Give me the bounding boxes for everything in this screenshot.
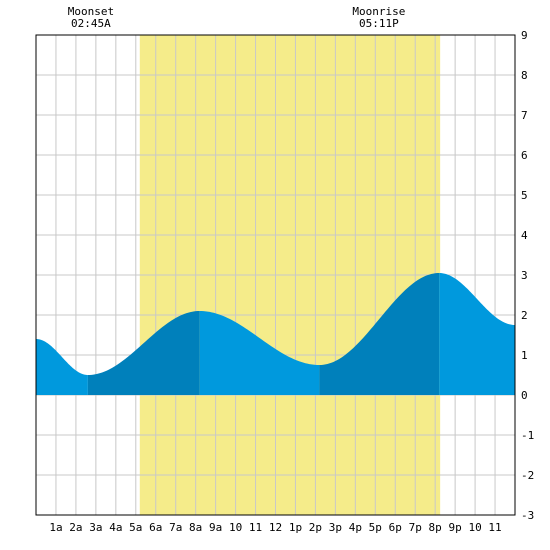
y-tick-label: 1 <box>521 349 528 362</box>
x-tick-label: 1a <box>49 521 62 534</box>
x-tick-label: 5p <box>369 521 382 534</box>
y-tick-label: 2 <box>521 309 528 322</box>
y-tick-label: 4 <box>521 229 528 242</box>
tide-area-segment <box>199 311 320 395</box>
y-tick-label: 5 <box>521 189 528 202</box>
x-tick-label: 4a <box>109 521 122 534</box>
tide-area-segment <box>439 273 515 395</box>
x-tick-label: 6a <box>149 521 162 534</box>
tide-area-segment <box>36 339 88 395</box>
x-tick-label: 12 <box>269 521 282 534</box>
x-tick-label: 9a <box>209 521 222 534</box>
tide-area-segment <box>319 273 440 395</box>
y-tick-label: -2 <box>521 469 534 482</box>
y-tick-label: 6 <box>521 149 528 162</box>
y-tick-label: -1 <box>521 429 534 442</box>
y-tick-label: 8 <box>521 69 528 82</box>
plot-frame <box>35 34 516 516</box>
x-tick-label: 10 <box>468 521 481 534</box>
moon-event-time: 05:11P <box>359 17 399 30</box>
x-tick-label: 3a <box>89 521 102 534</box>
x-tick-label: 11 <box>249 521 262 534</box>
y-tick-label: -3 <box>521 509 534 522</box>
y-tick-label: 3 <box>521 269 528 282</box>
x-tick-label: 7a <box>169 521 182 534</box>
x-tick-label: 4p <box>349 521 362 534</box>
x-tick-label: 1p <box>289 521 302 534</box>
x-tick-label: 10 <box>229 521 242 534</box>
x-tick-label: 2p <box>309 521 322 534</box>
x-tick-label: 8p <box>429 521 442 534</box>
moon-event-time: 02:45A <box>71 17 111 30</box>
x-tick-label: 9p <box>449 521 462 534</box>
x-tick-label: 5a <box>129 521 142 534</box>
x-tick-label: 2a <box>69 521 82 534</box>
y-tick-label: 9 <box>521 29 528 42</box>
moon-event-name: Moonset <box>68 5 114 18</box>
x-tick-label: 3p <box>329 521 342 534</box>
x-tick-label: 11 <box>488 521 501 534</box>
moon-event-name: Moonrise <box>352 5 405 18</box>
x-tick-label: 7p <box>409 521 422 534</box>
y-tick-label: 0 <box>521 389 528 402</box>
y-tick-label: 7 <box>521 109 528 122</box>
x-tick-label: 8a <box>189 521 202 534</box>
tide-area-segment <box>87 311 200 395</box>
x-tick-label: 6p <box>389 521 402 534</box>
